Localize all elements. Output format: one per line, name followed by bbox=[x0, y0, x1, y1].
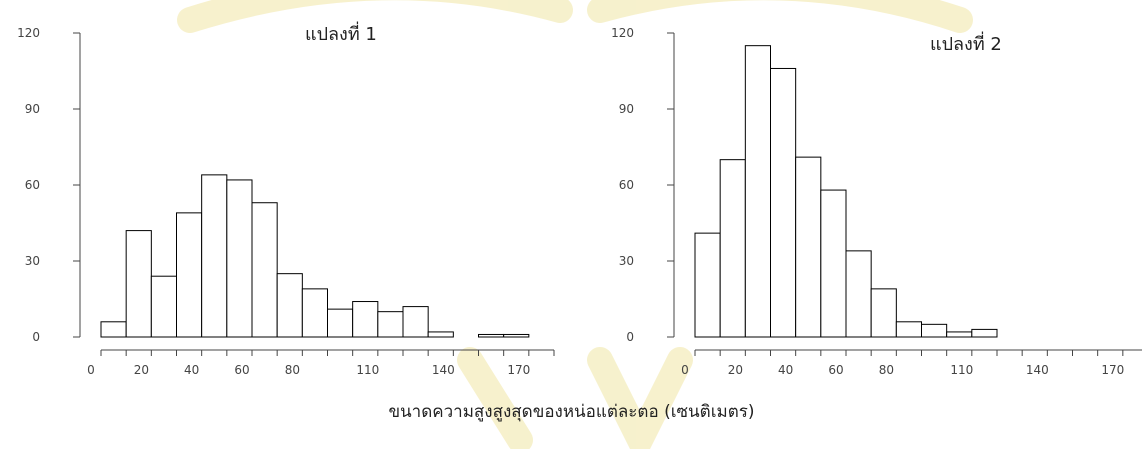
y-tick-label-1-3: 90 bbox=[25, 102, 40, 116]
x-tick-label-1-1: 20 bbox=[134, 363, 149, 377]
x-axis-1: 0 20 40 60 80 110 140 170 bbox=[87, 349, 555, 377]
bar-2-10 bbox=[946, 331, 973, 338]
histogram-plot-2: 0 30 60 90 120 0 20 40 60 80 110 140 170 แปลงที่ 2 bbox=[611, 26, 1142, 377]
x-tick-label-1-5: 110 bbox=[356, 363, 379, 377]
bar-1-2 bbox=[150, 275, 177, 338]
bar-2-8 bbox=[895, 321, 922, 338]
x-tick-label-2-0: 0 bbox=[681, 363, 689, 377]
bar-2-11 bbox=[971, 328, 998, 338]
bar-2-0 bbox=[694, 232, 721, 338]
bar-2-2 bbox=[744, 45, 771, 338]
bar-2-1 bbox=[719, 159, 746, 338]
bar-1-12 bbox=[402, 306, 429, 338]
bar-2-6 bbox=[845, 250, 872, 338]
x-tick-label-1-0: 0 bbox=[87, 363, 95, 377]
y-tick-label-2-2: 60 bbox=[619, 178, 634, 192]
x-tick-label-2-3: 60 bbox=[828, 363, 843, 377]
bar-1-13 bbox=[427, 331, 454, 338]
histogram-plot-1: 0 30 60 90 120 0 20 40 60 80 110 140 170 แปลงที่ 1 bbox=[17, 21, 555, 377]
bar-1-9 bbox=[327, 308, 354, 338]
x-tick-label-1-4: 80 bbox=[285, 363, 300, 377]
x-tick-label-2-6: 140 bbox=[1026, 363, 1049, 377]
y-tick-label-2-0: 0 bbox=[626, 330, 634, 344]
bar-2-7 bbox=[870, 288, 897, 338]
chart-title-2: แปลงที่ 2 bbox=[930, 31, 1002, 55]
x-tick-label-1-3: 60 bbox=[234, 363, 249, 377]
x-tick-label-2-7: 170 bbox=[1101, 363, 1124, 377]
chart-title-1: แปลงที่ 1 bbox=[305, 21, 377, 45]
x-axis-2: 0 20 40 60 80 110 140 170 bbox=[681, 349, 1142, 377]
bar-1-10 bbox=[352, 301, 379, 338]
bar-1-1 bbox=[125, 230, 152, 338]
bar-1-4 bbox=[201, 174, 228, 338]
y-axis-1: 0 30 60 90 120 bbox=[17, 26, 81, 344]
bar-1-8 bbox=[301, 288, 329, 338]
x-tick-label-1-7: 170 bbox=[507, 363, 530, 377]
y-tick-label-1-1: 30 bbox=[25, 254, 40, 268]
bar-2-9 bbox=[921, 323, 948, 338]
y-tick-label-1-2: 60 bbox=[25, 178, 40, 192]
bar-1-3 bbox=[176, 212, 203, 338]
x-tick-label-1-6: 140 bbox=[432, 363, 455, 377]
bar-1-6 bbox=[251, 202, 278, 338]
bar-1-15 bbox=[478, 333, 505, 338]
x-tick-label-2-5: 110 bbox=[950, 363, 973, 377]
x-tick-label-1-2: 40 bbox=[184, 363, 199, 377]
bar-2-3 bbox=[770, 67, 797, 338]
bars-2 bbox=[694, 45, 998, 338]
bar-1-11 bbox=[377, 311, 404, 338]
y-tick-label-2-1: 30 bbox=[619, 254, 634, 268]
y-axis-2: 0 30 60 90 120 bbox=[611, 26, 675, 344]
x-tick-label-2-1: 20 bbox=[728, 363, 743, 377]
x-tick-label-2-4: 80 bbox=[879, 363, 894, 377]
bars-1 bbox=[100, 174, 530, 338]
bar-1-7 bbox=[276, 273, 303, 338]
bar-2-5 bbox=[820, 189, 847, 338]
y-tick-label-1-4: 120 bbox=[17, 26, 40, 40]
y-tick-label-2-3: 90 bbox=[619, 102, 634, 116]
x-axis-caption: ขนาดความสูงสูงสุดของหน่อแต่ละตอ (เซนติเม… bbox=[388, 402, 755, 422]
y-tick-label-2-4: 120 bbox=[611, 26, 634, 40]
bar-1-5 bbox=[226, 179, 253, 338]
y-tick-label-1-0: 0 bbox=[32, 330, 40, 344]
bar-2-4 bbox=[795, 156, 822, 338]
bar-1-0 bbox=[100, 321, 127, 338]
x-tick-label-2-2: 40 bbox=[778, 363, 793, 377]
bar-1-16 bbox=[503, 333, 530, 338]
